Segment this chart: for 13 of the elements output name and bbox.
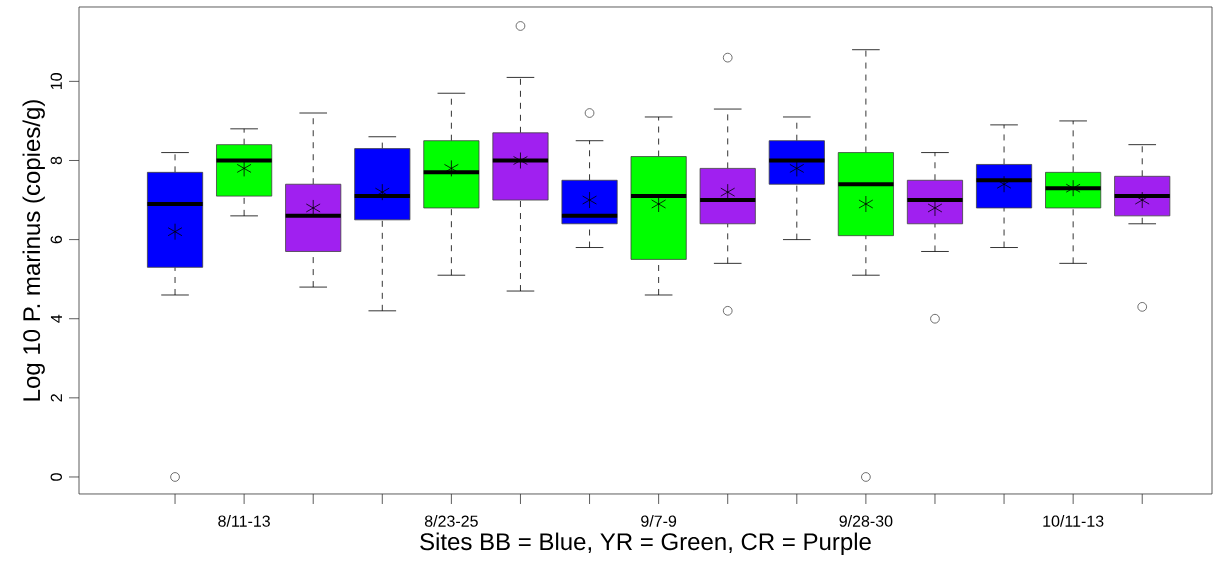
x-tick-label: 9/7-9 bbox=[641, 515, 677, 527]
y-tick-label: 6 bbox=[50, 235, 62, 244]
x-axis-title: Sites BB = Blue, YR = Green, CR = Purple bbox=[420, 532, 871, 555]
y-tick-label: 8 bbox=[50, 156, 62, 165]
y-tick-label: 4 bbox=[50, 314, 62, 323]
y-tick-label: 10 bbox=[50, 73, 62, 90]
x-tick-label: 9/28-30 bbox=[839, 515, 893, 527]
x-tick-label: 10/11-13 bbox=[1043, 515, 1104, 527]
y-tick-label: 2 bbox=[50, 394, 62, 402]
x-tick-label: 8/11-13 bbox=[218, 515, 270, 527]
x-tick-label: 8/23-25 bbox=[424, 515, 478, 527]
y-tick-label: 0 bbox=[50, 473, 62, 481]
y-axis-title: Log 10 P. marinus (copies/g) bbox=[22, 100, 45, 401]
